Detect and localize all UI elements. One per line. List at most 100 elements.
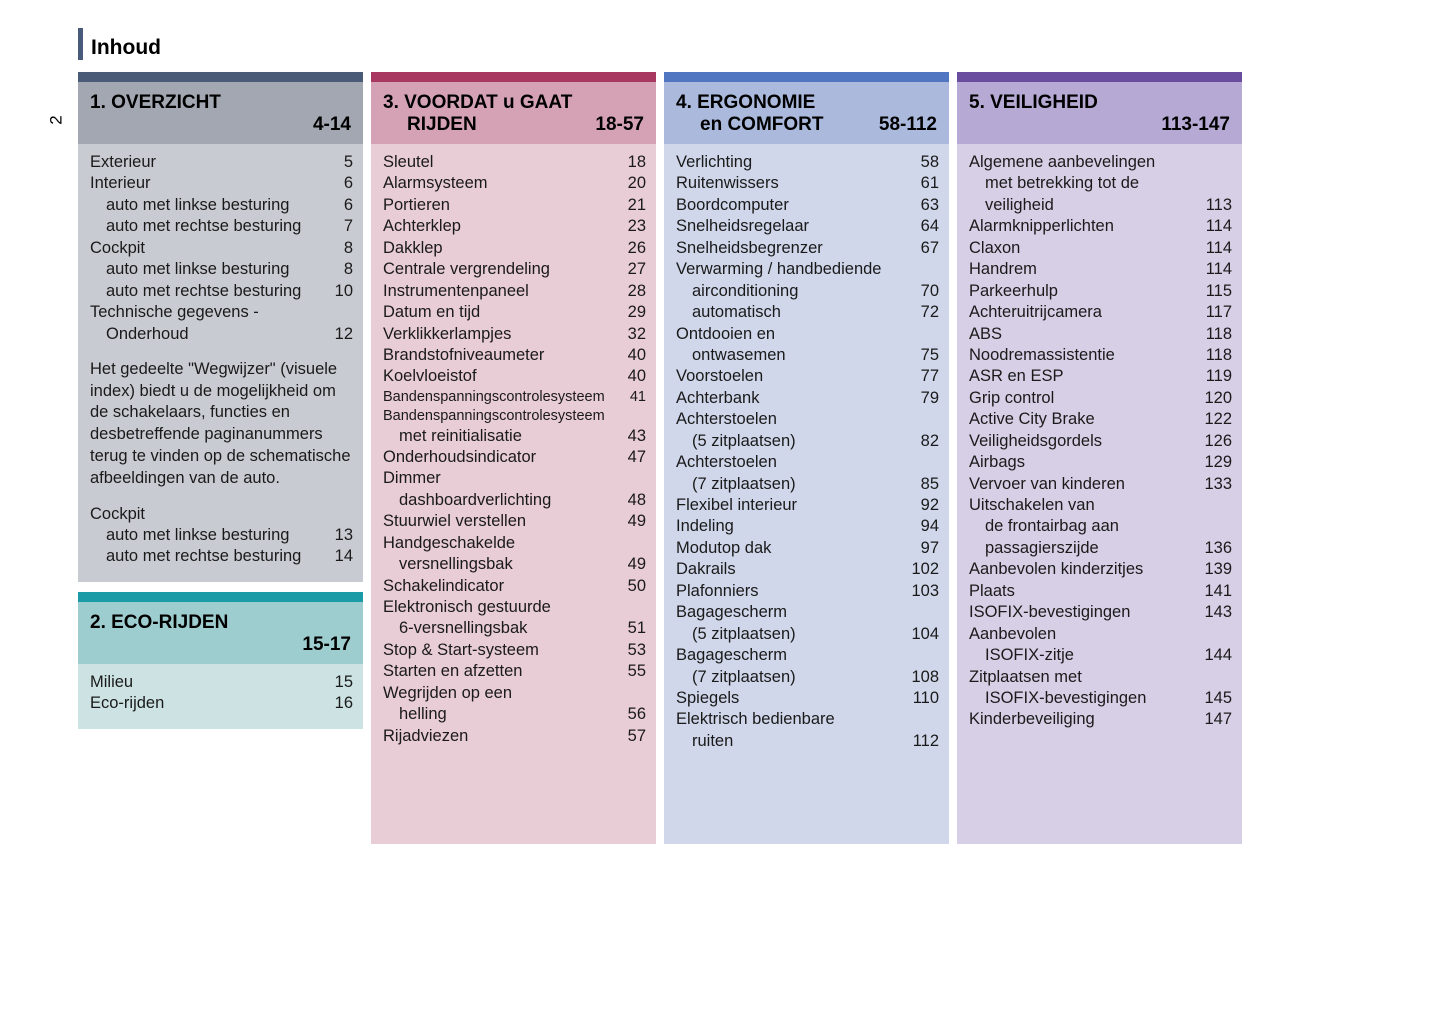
toc-entry: Alarmsysteem20: [383, 173, 646, 194]
toc-entry-page: 67: [915, 238, 939, 259]
toc-entry-page: [1226, 495, 1232, 516]
toc-entry-label: met betrekking tot de: [969, 173, 1226, 194]
toc-entry: Exterieur5: [90, 152, 353, 173]
toc-entry-label: Plaats: [969, 581, 1198, 602]
toc-entry: Instrumentenpaneel28: [383, 281, 646, 302]
section-title: 1. OVERZICHT: [90, 92, 221, 114]
toc-entry-label: Interieur: [90, 173, 338, 194]
toc-entry-page: [933, 259, 939, 280]
toc-entry: Verklikkerlampjes32: [383, 324, 646, 345]
toc-entry: Aanbevolen kinderzitjes139: [969, 559, 1232, 580]
toc-entry-label: Algemene aanbevelingen: [969, 152, 1226, 173]
toc-entry-label: Cockpit: [90, 504, 347, 525]
section-title: 5. VEILIGHEID: [969, 92, 1098, 114]
page-title: Inhoud: [91, 36, 161, 60]
toc-entry-label: ISOFIX-bevestigingen: [969, 688, 1198, 709]
section-bar: [78, 592, 363, 602]
toc-entry-page: 20: [622, 173, 646, 194]
toc-entry: Airbags129: [969, 452, 1232, 473]
section-range: 15-17: [302, 634, 351, 656]
toc-entry-page: 114: [1200, 216, 1232, 237]
toc-entry-label: Boordcomputer: [676, 195, 915, 216]
toc-entry: auto met rechtse besturing7: [90, 216, 353, 237]
toc-entry-page: [1226, 516, 1232, 537]
toc-entry: ISOFIX-bevestigingen143: [969, 602, 1232, 623]
toc-entry-label: (7 zitplaatsen): [676, 474, 915, 495]
toc-entry-page: 49: [622, 511, 646, 532]
toc-entry-label: Vervoer van kinderen: [969, 474, 1198, 495]
toc-entry: Achterstoelen: [676, 409, 939, 430]
section-bar: [371, 72, 656, 82]
toc-entry-page: 139: [1198, 559, 1232, 580]
toc-entry: Elektrisch bedienbare: [676, 709, 939, 730]
section-eco: 2. ECO-RIJDEN 15-17 Milieu15Eco-rijden16: [78, 592, 363, 729]
toc-entry-label: Starten en afzetten: [383, 661, 622, 682]
toc-entry-label: (5 zitplaatsen): [676, 431, 915, 452]
toc-entry-label: Aanbevolen kinderzitjes: [969, 559, 1198, 580]
toc-entry: ASR en ESP119: [969, 366, 1232, 387]
toc-entry: Indeling94: [676, 516, 939, 537]
toc-entry: Achterklep23: [383, 216, 646, 237]
toc-entry: Cockpit8: [90, 238, 353, 259]
toc-entry-label: Portieren: [383, 195, 622, 216]
section-body: Milieu15Eco-rijden16: [78, 664, 363, 729]
toc-entry-label: Plafonniers: [676, 581, 905, 602]
section-range: 4-14: [313, 114, 351, 136]
toc-entry: Alarmknipperlichten114: [969, 216, 1232, 237]
toc-entry-page: 21: [622, 195, 646, 216]
toc-entry-page: 141: [1198, 581, 1232, 602]
section-bar: [664, 72, 949, 82]
toc-entry-label: (7 zitplaatsen): [676, 667, 905, 688]
toc-entry-label: ISOFIX-zitje: [969, 645, 1198, 666]
toc-entry-page: 56: [622, 704, 646, 725]
toc-entry: Dimmer: [383, 468, 646, 489]
toc-entry-label: Grip control: [969, 388, 1198, 409]
toc-entry-page: 41: [624, 388, 646, 407]
toc-entry-page: 40: [622, 366, 646, 387]
toc-entry-label: Ruitenwissers: [676, 173, 915, 194]
toc-entry: ISOFIX-zitje144: [969, 645, 1232, 666]
toc-entry: Uitschakelen van: [969, 495, 1232, 516]
toc-entry-page: [933, 324, 939, 345]
toc-entry: ISOFIX-bevestigingen145: [969, 688, 1232, 709]
toc-entry-page: 64: [915, 216, 939, 237]
toc-entry-label: Alarmsysteem: [383, 173, 622, 194]
columns-container: 1. OVERZICHT 4-14 Exterieur5Interieur6au…: [78, 72, 1242, 854]
toc-entry-label: Bagagescherm: [676, 602, 933, 623]
section-header: 5. VEILIGHEID 113-147: [957, 82, 1242, 144]
toc-entry-page: 92: [915, 495, 939, 516]
toc-entry-page: 75: [915, 345, 939, 366]
toc-entry-label: ASR en ESP: [969, 366, 1200, 387]
toc-entry-page: 144: [1198, 645, 1232, 666]
toc-entry-page: [640, 533, 646, 554]
toc-entry-label: ABS: [969, 324, 1200, 345]
toc-entry-page: 108: [905, 667, 939, 688]
toc-entry-page: 97: [915, 538, 939, 559]
toc-entry: 6-versnellingsbak51: [383, 618, 646, 639]
toc-entry-label: Onderhoudsindicator: [383, 447, 622, 468]
toc-entry-page: [933, 709, 939, 730]
toc-entry: Achteruitrijcamera117: [969, 302, 1232, 323]
section-header: 4. ERGONOMIE en COMFORT 58-112: [664, 82, 949, 144]
toc-entry: Starten en afzetten55: [383, 661, 646, 682]
toc-entry-label: Dakrails: [676, 559, 905, 580]
toc-entry-page: 23: [622, 216, 646, 237]
toc-entry-label: Stop & Start-systeem: [383, 640, 622, 661]
toc-entry-label: Sleutel: [383, 152, 622, 173]
toc-entry: Voorstoelen77: [676, 366, 939, 387]
toc-entry-page: 48: [622, 490, 646, 511]
toc-entry-label: Milieu: [90, 672, 329, 693]
toc-entry-label: Achterstoelen: [676, 452, 933, 473]
section-body: Sleutel18Alarmsysteem20Portieren21Achter…: [371, 144, 656, 844]
toc-entry: Bagagescherm: [676, 602, 939, 623]
toc-entry-page: 40: [622, 345, 646, 366]
toc-entry-label: Bandenspanningscontrolesysteem: [383, 388, 624, 407]
toc-entry-label: automatisch: [676, 302, 915, 323]
toc-entry: (5 zitplaatsen)82: [676, 431, 939, 452]
toc-entry-label: Exterieur: [90, 152, 338, 173]
toc-entry-label: Handrem: [969, 259, 1200, 280]
toc-entry-label: Kinderbeveiliging: [969, 709, 1198, 730]
column-2: 3. VOORDAT u GAAT RIJDEN 18-57 Sleutel18…: [371, 72, 656, 854]
toc-entry-label: Uitschakelen van: [969, 495, 1226, 516]
toc-entry-label: Stuurwiel verstellen: [383, 511, 622, 532]
